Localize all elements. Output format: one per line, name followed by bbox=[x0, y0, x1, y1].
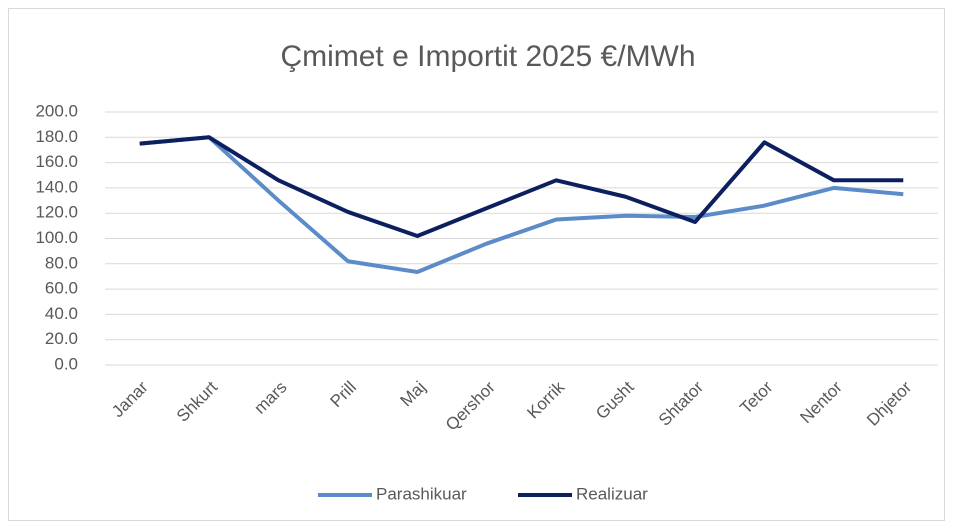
chart-frame bbox=[8, 8, 945, 521]
y-tick-label: 180.0 bbox=[35, 127, 78, 146]
legend-label: Parashikuar bbox=[376, 484, 467, 503]
legend-label: Realizuar bbox=[576, 484, 648, 503]
y-tick-label: 60.0 bbox=[45, 279, 78, 298]
y-tick-label: 20.0 bbox=[45, 329, 78, 348]
series-line bbox=[139, 135, 904, 275]
y-tick-label: 80.0 bbox=[45, 253, 78, 272]
y-tick-label: 0.0 bbox=[54, 354, 78, 373]
y-tick-label: 120.0 bbox=[35, 203, 78, 222]
y-tick-label: 40.0 bbox=[45, 304, 78, 323]
y-tick-label: 160.0 bbox=[35, 152, 78, 171]
y-tick-label: 140.0 bbox=[35, 177, 78, 196]
y-tick-label: 200.0 bbox=[35, 101, 78, 120]
chart-title: Çmimet e Importit 2025 €/MWh bbox=[280, 40, 695, 73]
y-tick-label: 100.0 bbox=[35, 228, 78, 247]
series-line bbox=[139, 135, 904, 238]
